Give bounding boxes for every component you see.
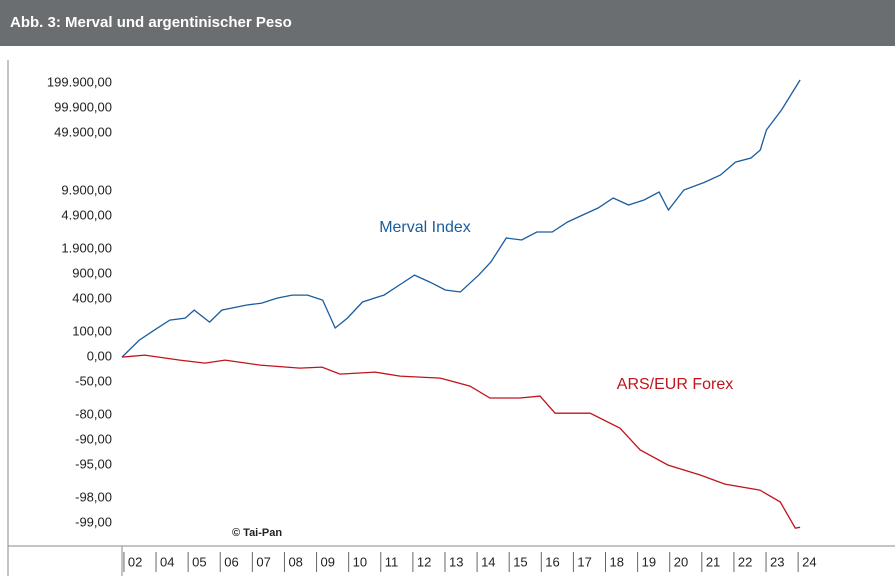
y-tick-label: -90,00 — [75, 432, 112, 447]
annotation: © Tai-Pan — [232, 527, 282, 539]
y-tick-label: 0,00 — [87, 349, 112, 364]
y-tick-label: 49.900,00 — [54, 124, 112, 139]
y-tick-label: -95,00 — [75, 457, 112, 472]
header-bar — [0, 0, 895, 46]
x-tick-label: 11 — [385, 554, 399, 569]
x-tick-label: 10 — [353, 554, 367, 569]
y-tick-label: 99.900,00 — [54, 99, 112, 114]
x-tick-label: 22 — [738, 554, 752, 569]
x-tick-label: 20 — [674, 554, 688, 569]
y-tick-label: -99,00 — [75, 515, 112, 530]
y-tick-label: -80,00 — [75, 407, 112, 422]
x-tick-label: 05 — [192, 554, 206, 569]
y-tick-label: 199.900,00 — [47, 74, 112, 89]
x-tick-label: 18 — [610, 554, 624, 569]
y-tick-label: 4.900,00 — [61, 207, 112, 222]
series-line — [121, 354, 801, 529]
x-tick-label: 15 — [513, 554, 527, 569]
y-tick-label: 900,00 — [72, 265, 112, 280]
x-tick-label: 07 — [256, 554, 270, 569]
y-tick-label: 9.900,00 — [61, 182, 112, 197]
x-tick-label: 16 — [545, 554, 559, 569]
annotation: ARS/EUR Forex — [617, 376, 733, 393]
annotation: Merval Index — [379, 219, 471, 236]
x-tick-label: 21 — [706, 554, 720, 569]
x-tick-label: 17 — [577, 554, 591, 569]
chart-title: Abb. 3: Merval und argentinischer Peso — [10, 14, 292, 31]
x-tick-label: 13 — [449, 554, 463, 569]
y-tick-label: 400,00 — [72, 290, 112, 305]
x-tick-label: 12 — [417, 554, 431, 569]
series-line — [121, 79, 801, 358]
x-tick-label: 02 — [128, 554, 142, 569]
x-tick-label: 24 — [802, 554, 816, 569]
x-tick-label: 23 — [770, 554, 784, 569]
x-tick-label: 19 — [642, 554, 656, 569]
y-tick-label: 100,00 — [72, 324, 112, 339]
y-tick-label: -98,00 — [75, 490, 112, 505]
x-tick-label: 04 — [160, 554, 174, 569]
x-tick-label: 14 — [481, 554, 495, 569]
x-tick-label: 09 — [321, 554, 335, 569]
x-tick-label: 06 — [224, 554, 238, 569]
y-tick-label: 1.900,00 — [61, 240, 112, 255]
x-tick-label: 08 — [288, 554, 302, 569]
y-tick-label: -50,00 — [75, 373, 112, 388]
